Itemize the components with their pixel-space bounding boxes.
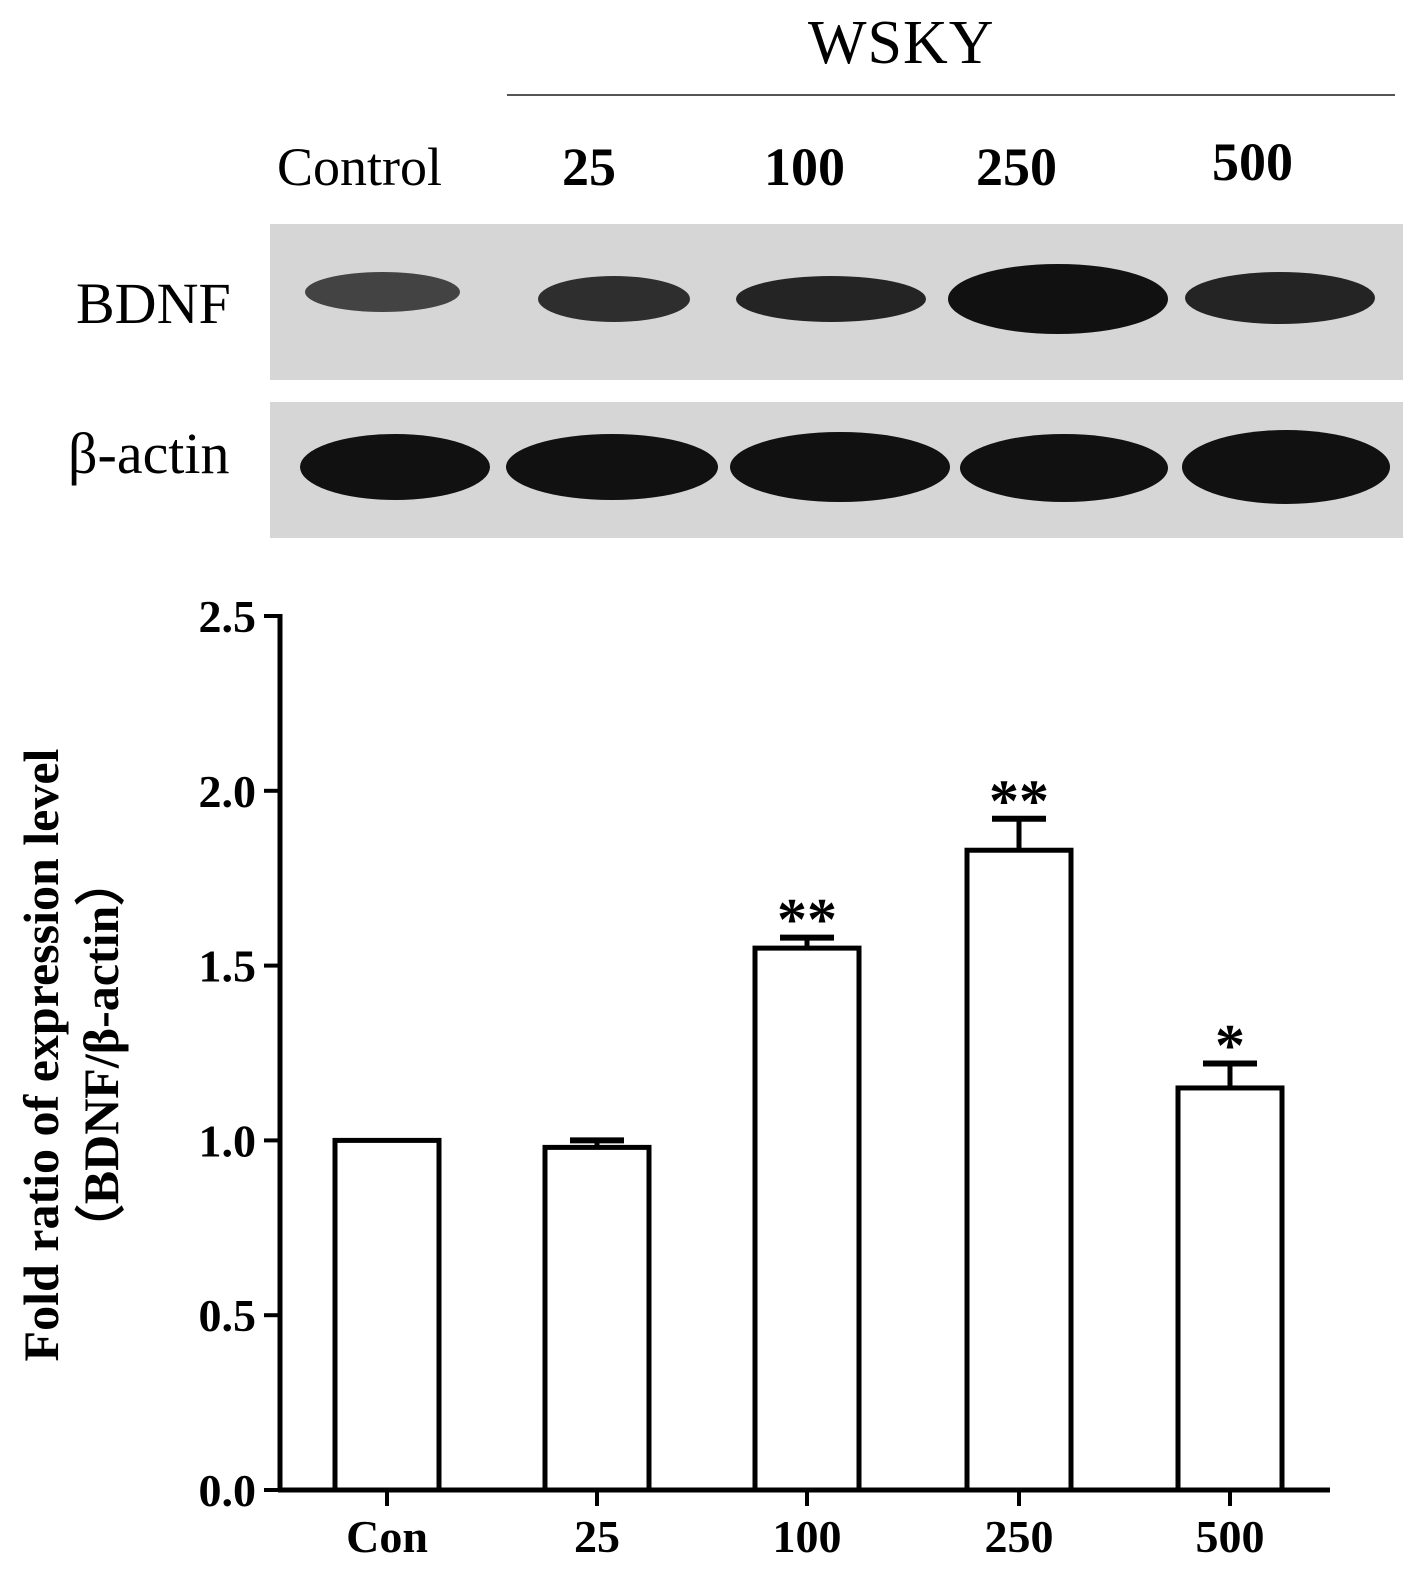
bar-0	[332, 1137, 442, 1493]
blot-group-underline	[507, 94, 1395, 96]
x-tick-label-3: 250	[985, 1511, 1054, 1562]
bar-4	[1175, 1085, 1285, 1493]
significance-label-2: **	[777, 887, 837, 953]
blot-row-label-bdnf: BDNF	[76, 271, 231, 336]
actin-band-2	[506, 434, 718, 500]
significance-label-3: **	[989, 768, 1049, 834]
lane-label-100: 100	[764, 137, 845, 197]
bdnf-band-4	[948, 264, 1168, 334]
lane-label-25: 25	[562, 137, 616, 197]
y-axis-label: Fold ratio of expression level	[13, 748, 69, 1361]
lane-label-250: 250	[976, 137, 1057, 197]
actin-band-5	[1182, 430, 1390, 504]
lane-label-500: 500	[1212, 132, 1293, 192]
x-tick-label-1: 25	[574, 1511, 620, 1562]
actin-band-1	[300, 434, 490, 500]
y-tick-label-3: 1.5	[199, 941, 257, 992]
bdnf-band-1	[305, 272, 460, 312]
x-tick-label-4: 500	[1196, 1511, 1265, 1562]
bar-3	[964, 847, 1074, 1493]
y-tick-label-4: 2.0	[199, 766, 257, 817]
y-tick-label-1: 0.5	[199, 1290, 257, 1341]
blot-strip-actin	[270, 402, 1403, 538]
blot-strip-bdnf	[270, 224, 1403, 380]
y-tick-label-5: 2.5	[199, 591, 257, 642]
blot-row-label-actin: β-actin	[68, 421, 230, 486]
y-axis-label-units: （BDNF/β-actin）	[73, 856, 129, 1255]
actin-band-4	[960, 434, 1168, 502]
bar-2	[752, 945, 862, 1493]
bdnf-band-2	[538, 276, 690, 322]
x-tick-label-2: 100	[773, 1511, 842, 1562]
lane-label-control: Control	[277, 137, 443, 197]
significance-label-4: *	[1215, 1012, 1245, 1078]
bdnf-band-5	[1185, 272, 1375, 324]
actin-band-3	[730, 432, 950, 502]
blot-group-label: WSKY	[808, 9, 995, 77]
y-tick-label-2: 1.0	[199, 1115, 257, 1166]
y-tick-label-0: 0.0	[199, 1465, 257, 1516]
x-tick-label-0: Con	[346, 1511, 428, 1562]
bdnf-band-3	[736, 276, 926, 322]
bar-1	[542, 1144, 652, 1493]
